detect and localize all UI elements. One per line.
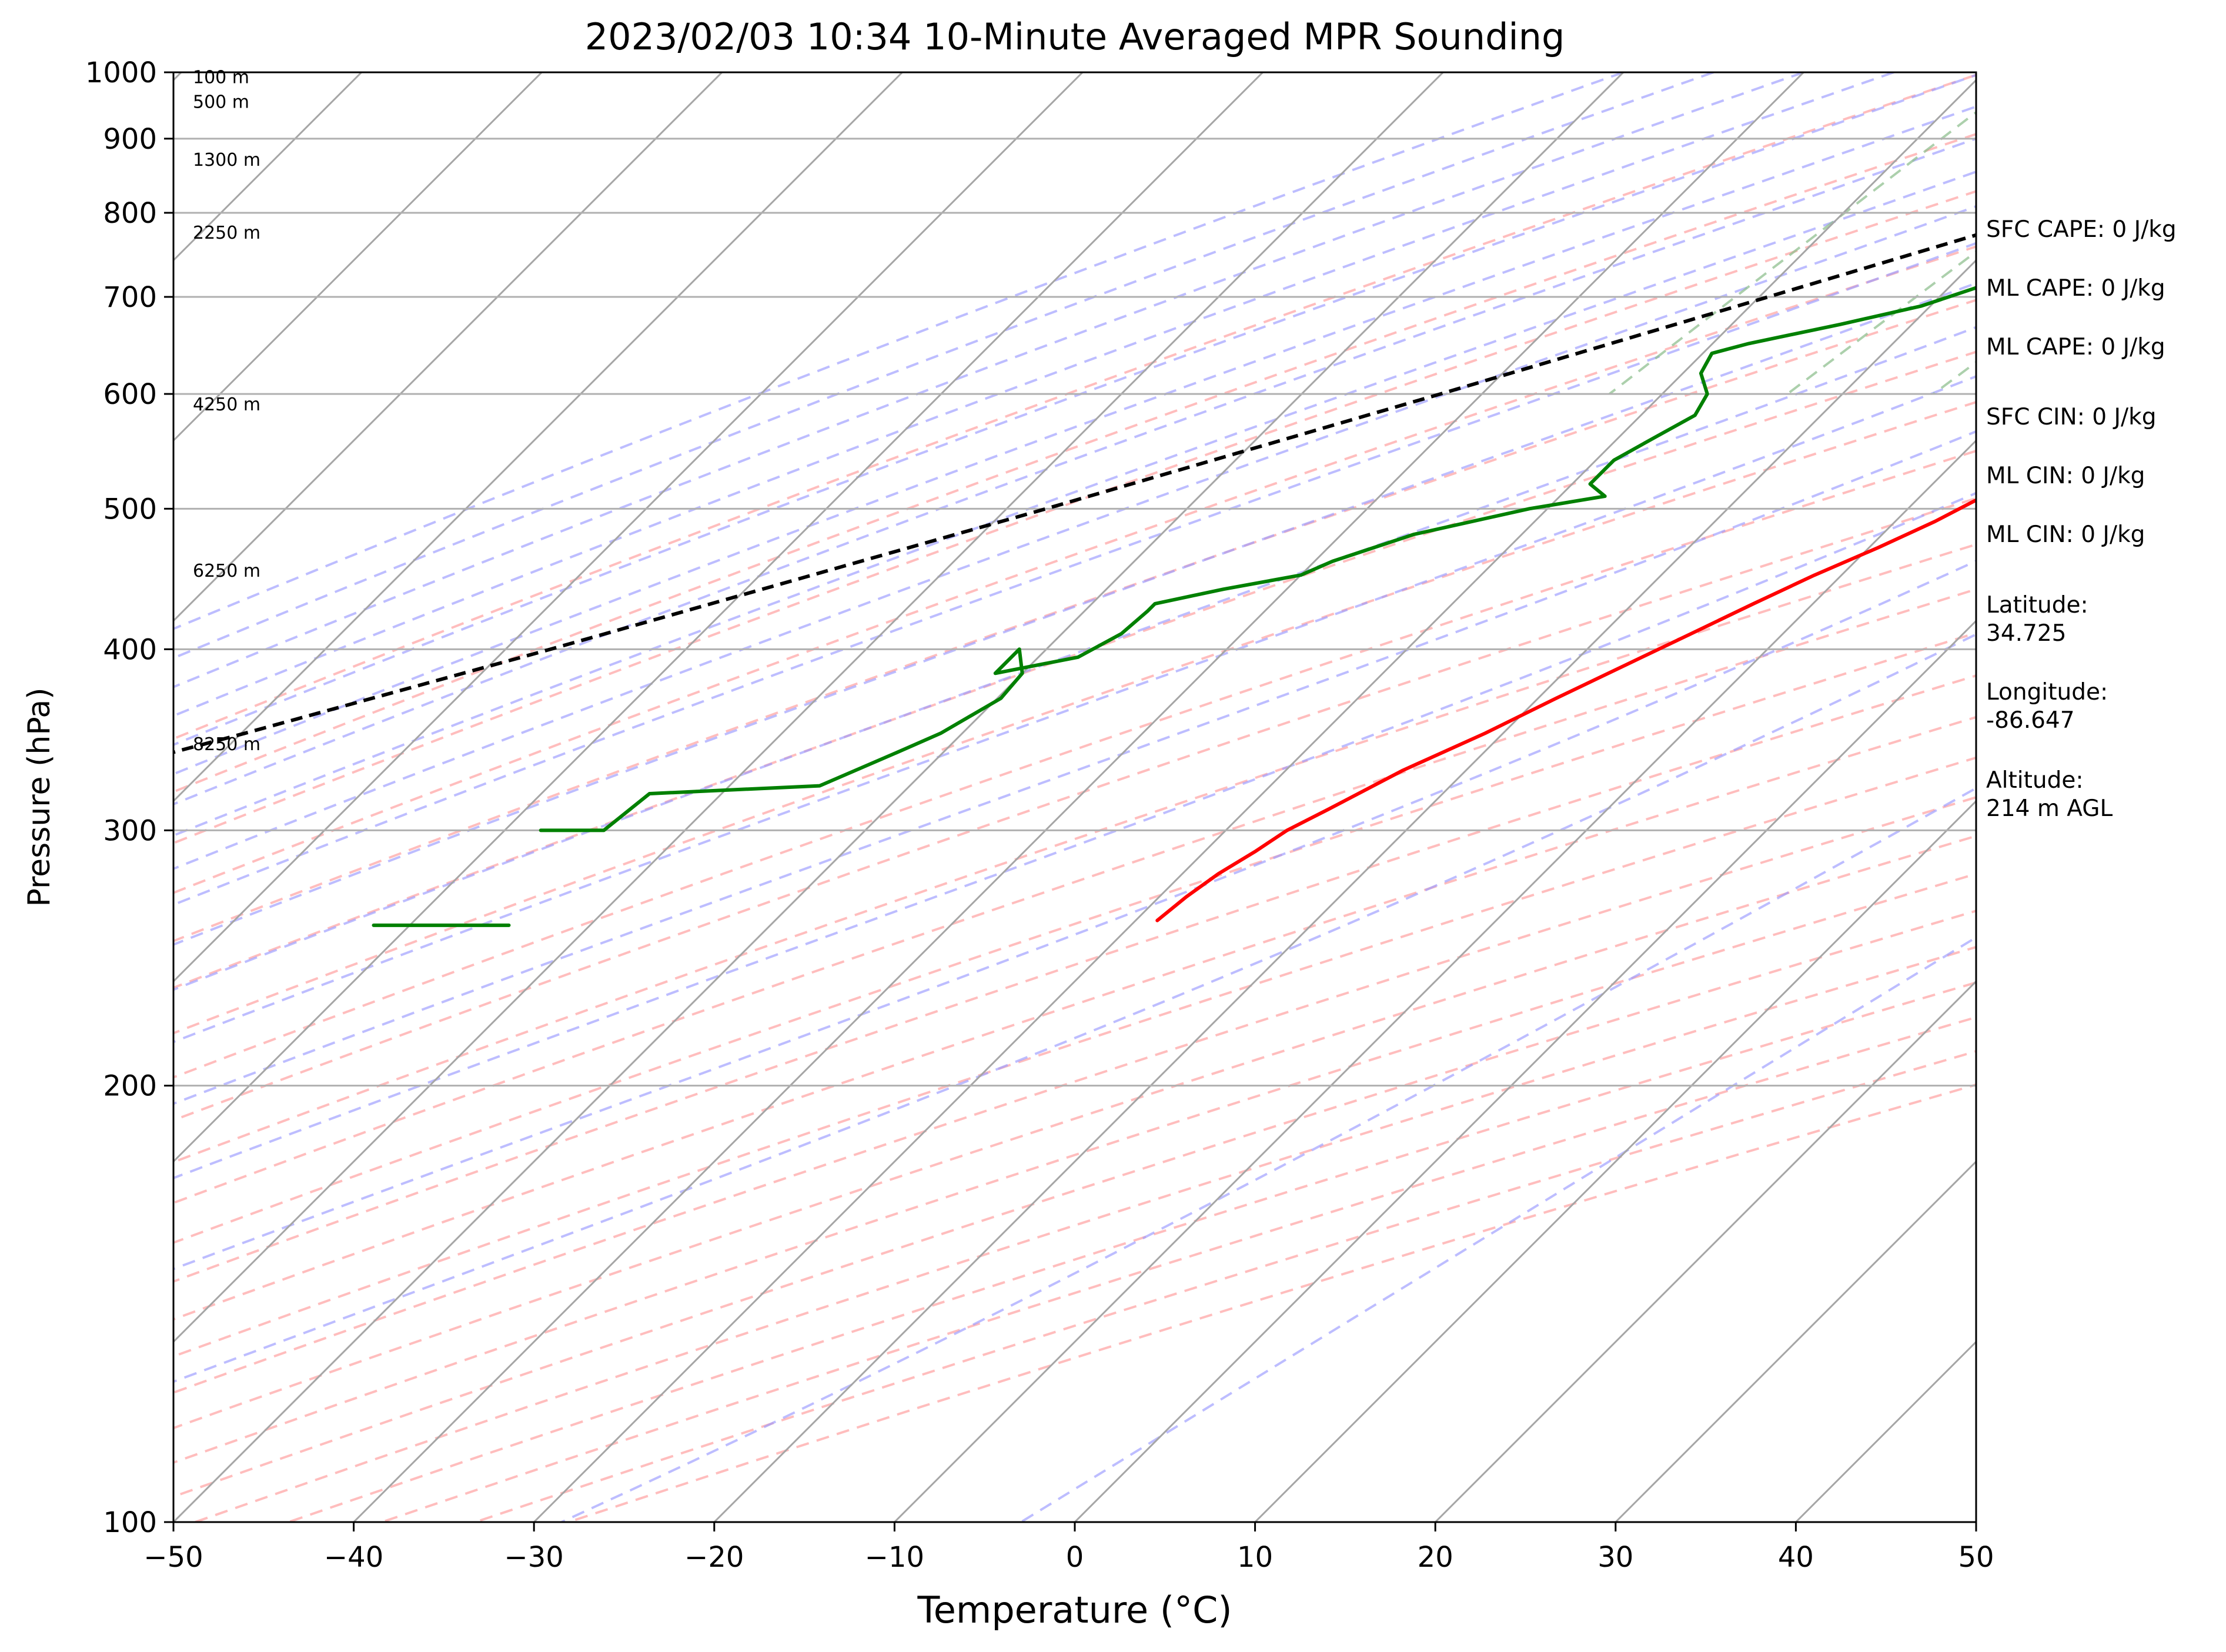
info-line: SFC CIN: 0 J/kg (1986, 404, 2156, 430)
moist-adiabat (173, 72, 1714, 660)
isotherm (173, 72, 1445, 1343)
isotherm (173, 72, 1264, 1163)
moist-adiabat (173, 242, 1976, 907)
dry-adiabat (173, 350, 1976, 989)
info-line: 34.725 (1986, 620, 2066, 647)
height-labels: 8250 m 6250 m 4250 m 2250 m 1300 m 500 m 100 m (193, 68, 260, 755)
info-line: Altitude: (1986, 767, 2084, 794)
isotherm (173, 72, 904, 802)
sounding-traces (173, 233, 1976, 927)
dry-adiabat (173, 449, 1976, 1079)
x-tick-label: −30 (504, 1541, 564, 1574)
y-axis-label: Pressure (hPa) (22, 688, 57, 907)
x-tick-label: −50 (143, 1541, 203, 1574)
height-label: 2250 m (193, 223, 260, 243)
y-tick-label: 500 (103, 493, 157, 526)
isotherm (1434, 980, 1976, 1522)
isotherm (173, 72, 724, 623)
parcel-profile-trace (173, 233, 1976, 754)
info-line: ML CAPE: 0 J/kg (1986, 334, 2165, 360)
info-line: ML CAPE: 0 J/kg (1986, 275, 2165, 302)
isotherm (1614, 1160, 1976, 1522)
y-tick-label: 100 (103, 1506, 157, 1539)
height-label: 4250 m (193, 394, 260, 415)
moist-adiabat (173, 560, 1976, 1270)
info-line: SFC CAPE: 0 J/kg (1986, 216, 2177, 243)
moist-adiabat (173, 72, 1894, 717)
background-lines (173, 72, 1976, 1522)
y-tick-label: 300 (103, 814, 157, 847)
dry-adiabat (173, 796, 1976, 1394)
dry-adiabat (173, 674, 1976, 1283)
isotherm (533, 79, 1976, 1522)
moist-adiabat (173, 72, 1804, 688)
isotherm (1254, 800, 1976, 1522)
height-label: 1300 m (193, 150, 260, 170)
y-tick-label: 700 (103, 281, 157, 314)
moist-adiabat (173, 375, 1976, 1044)
isotherm (173, 72, 1084, 983)
dry-adiabat (173, 73, 1976, 740)
y-tick-label: 400 (103, 633, 157, 666)
y-axis: 100 200 300 400 500 600 700 800 900 1000 (85, 56, 173, 1539)
x-tick-label: 20 (1418, 1541, 1453, 1574)
y-tick-label: 900 (103, 123, 157, 156)
temperature-trace (1155, 498, 1976, 922)
x-tick-label: 30 (1597, 1541, 1633, 1574)
x-tick-label: 10 (1237, 1541, 1273, 1574)
x-tick-label: 0 (1066, 1541, 1084, 1574)
height-label: 100 m (193, 68, 249, 88)
moist-adiabat (173, 633, 1976, 1383)
x-tick-label: 40 (1778, 1541, 1814, 1574)
dry-adiabat (173, 497, 1976, 1122)
dry-adiabat (173, 299, 1976, 942)
moist-adiabat (561, 787, 1976, 1522)
y-tick-label: 200 (103, 1070, 157, 1103)
height-label: 8250 m (193, 734, 260, 755)
x-tick-label: −10 (865, 1541, 924, 1574)
info-panel: SFC CAPE: 0 J/kg ML CAPE: 0 J/kg ML CAPE: … (1986, 216, 2177, 822)
height-label: 500 m (193, 92, 249, 112)
info-line: -86.647 (1986, 707, 2075, 734)
moist-adiabat (173, 430, 1976, 1105)
dewpoint-trace (539, 286, 1976, 832)
info-line: Longitude: (1986, 679, 2108, 705)
y-tick-label: 1000 (85, 56, 157, 89)
isotherm (893, 439, 1976, 1522)
y-tick-label: 800 (103, 197, 157, 230)
moist-adiabat (173, 137, 1976, 806)
isotherm (352, 72, 1805, 1522)
info-line: ML CIN: 0 J/kg (1986, 521, 2145, 548)
isotherm (173, 72, 543, 442)
x-tick-label: −20 (684, 1541, 744, 1574)
isotherm (173, 72, 1625, 1522)
dry-adiabat (173, 631, 1976, 1244)
info-line: 214 m AGL (1986, 795, 2113, 822)
moist-adiabat (1020, 936, 1976, 1522)
moist-adiabat (173, 326, 1976, 991)
info-line: ML CIN: 0 J/kg (1986, 463, 2145, 489)
chart-title: 2023/02/03 10:34 10-Minute Averaged MPR … (585, 15, 1565, 58)
isotherm (713, 259, 1976, 1522)
moist-adiabat (173, 105, 1976, 775)
moist-adiabat (173, 170, 1976, 837)
y-tick-label: 600 (103, 378, 157, 411)
x-axis-label: Temperature (°C) (917, 1589, 1232, 1631)
dry-adiabat (173, 834, 1976, 1430)
height-label: 6250 m (193, 561, 260, 581)
info-line: Latitude: (1986, 592, 2088, 618)
isotherm (1073, 619, 1976, 1522)
x-tick-label: 50 (1958, 1541, 1994, 1574)
x-tick-label: −40 (324, 1541, 383, 1574)
x-axis: −50 −40 −30 −20 −10 0 10 20 30 40 50 (143, 1522, 1994, 1574)
dry-adiabat (173, 133, 1976, 794)
